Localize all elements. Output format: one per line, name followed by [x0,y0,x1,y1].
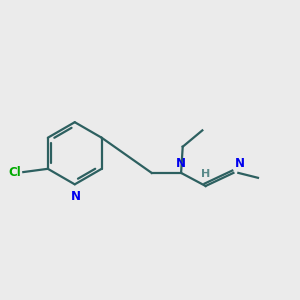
Text: N: N [70,190,80,202]
Text: N: N [235,157,245,170]
Text: N: N [176,157,186,169]
Text: Cl: Cl [8,166,21,178]
Text: H: H [201,169,210,179]
